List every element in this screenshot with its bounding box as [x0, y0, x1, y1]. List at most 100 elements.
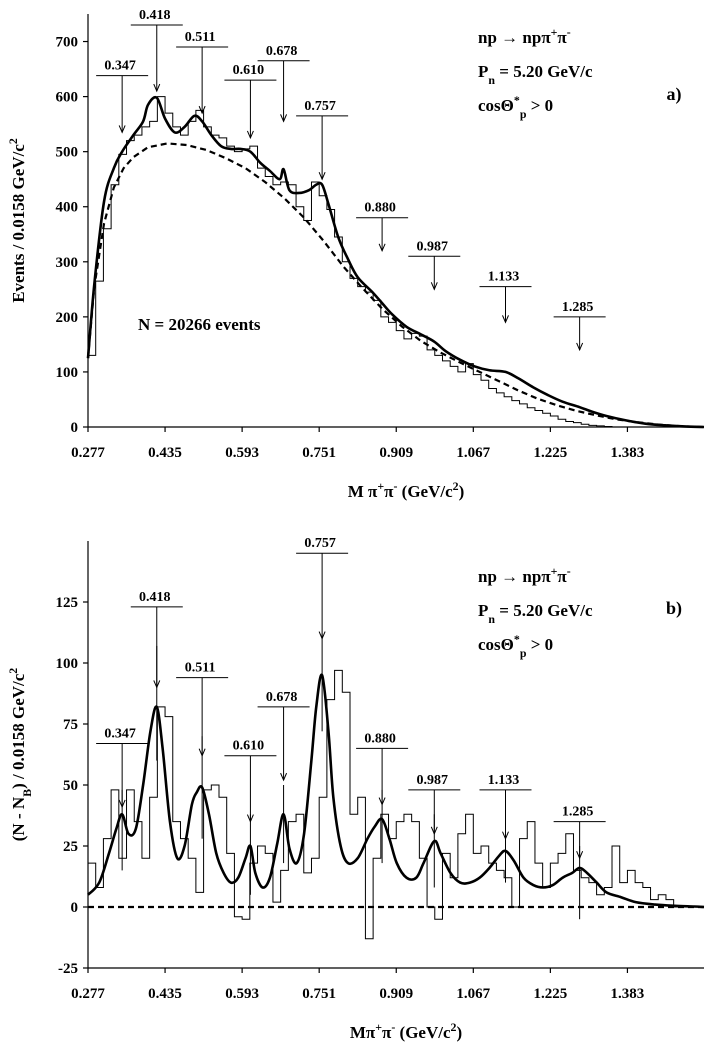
peak-label: 0.610	[233, 739, 265, 754]
x-axis-title-part: 2	[451, 1020, 457, 1034]
x-tick-label: 1.225	[533, 445, 567, 461]
reaction-annotation-part: > 0	[526, 635, 553, 654]
y-axis-title-part: Events / 0.0158 GeV/c	[9, 144, 28, 303]
y-axis-title-part: 2	[6, 668, 20, 674]
y-tick-label: 700	[56, 35, 79, 51]
reaction-annotation-part: π	[557, 567, 567, 586]
x-tick-label: 1.067	[456, 986, 490, 1002]
reaction-annotation-part: = 5.20 GeV/c	[495, 601, 593, 620]
peak-arrow-head	[430, 282, 438, 291]
y-axis-title-part: 2	[6, 138, 20, 144]
reaction-annotation-part: P	[478, 601, 488, 620]
y-tick-label: 100	[56, 365, 79, 381]
y-axis-title-part: ) / 0.0158 GeV/c	[9, 673, 28, 789]
peak-marker: 1.285	[553, 805, 606, 860]
x-axis-title-part: π	[382, 1023, 392, 1042]
reaction-annotation-part: -	[567, 564, 571, 578]
x-tick-label: 1.383	[611, 986, 645, 1002]
y-tick-label: 125	[56, 595, 79, 611]
peak-marker: 0.418	[130, 590, 183, 689]
y-tick-label: 400	[56, 200, 79, 216]
y-tick-label: 0	[71, 900, 79, 916]
y-tick-label: 25	[63, 839, 78, 855]
peak-arrow-head	[378, 797, 386, 806]
x-tick-label: 0.435	[148, 986, 182, 1002]
reaction-annotation-part: = 5.20 GeV/c	[495, 62, 593, 81]
peak-arrow-head	[576, 342, 584, 352]
x-tick-label: 0.277	[71, 986, 105, 1002]
peak-marker: 0.880	[356, 731, 409, 806]
reaction-annotation-part: p	[520, 107, 527, 121]
peak-marker: 0.418	[130, 8, 183, 93]
events-count: N = 20266 events	[138, 315, 261, 334]
x-tick-label: 0.909	[379, 445, 413, 461]
peak-arrow-head	[318, 631, 326, 640]
chart-panel-a: 0 100 200 300 400 500 600 700 0.277 0.435 0.593 0.7…	[6, 8, 705, 501]
reaction-annotation-part: π	[557, 28, 567, 47]
x-axis-title-part: +	[375, 1020, 382, 1034]
y-tick-label: 0	[71, 420, 79, 436]
x-axis-title-part: π	[384, 482, 394, 501]
x-axis-title: M π+π- (GeV/c2)	[348, 479, 465, 501]
peak-label: 0.880	[364, 731, 396, 746]
peak-marker: 0.347	[96, 59, 149, 134]
y-axis-title: Events / 0.0158 GeV/c2	[6, 138, 28, 303]
peak-label: 1.133	[488, 773, 520, 788]
background-curve	[86, 142, 705, 429]
y-tick-label: 100	[56, 656, 79, 672]
x-axis-title-part: 2	[453, 479, 459, 493]
x-axis-title-part: )	[459, 482, 465, 501]
x-tick-label: 0.593	[225, 986, 259, 1002]
y-axis-title-part: B	[20, 789, 34, 797]
reaction-annotation-part: > 0	[526, 96, 553, 115]
reaction-annotation-part: *	[514, 93, 520, 107]
peak-label: 0.511	[185, 30, 216, 45]
peak-marker: 0.757	[296, 99, 349, 181]
peak-label: 0.757	[304, 99, 336, 114]
peak-arrow-head	[246, 130, 254, 140]
peak-arrow-head	[153, 680, 161, 689]
y-tick-label: 600	[56, 90, 79, 106]
peak-arrow-head	[118, 799, 126, 809]
reaction-annotation: Pn = 5.20 GeV/c	[478, 62, 593, 87]
x-axis-title-part: Mπ	[350, 1023, 376, 1042]
x-axis-title-part: (GeV/c	[397, 482, 453, 501]
peak-arrow-head	[502, 831, 509, 840]
peak-marker: 0.511	[176, 30, 229, 115]
peak-label: 0.678	[266, 690, 298, 705]
y-tick-label: 75	[63, 717, 78, 733]
peak-marker: 0.987	[408, 239, 461, 291]
peak-label: 0.418	[139, 8, 171, 23]
peak-marker: 1.285	[553, 300, 606, 352]
reaction-annotation-part: n	[488, 73, 495, 87]
x-axis-title-part: +	[377, 479, 384, 493]
reaction-annotation-part: +	[551, 25, 558, 39]
peak-label: 1.285	[562, 300, 594, 315]
reaction-annotation: np → npπ+π-	[478, 25, 571, 47]
peak-marker: 0.987	[408, 773, 461, 836]
peak-marker: 1.133	[479, 270, 532, 324]
peak-marker: 1.133	[479, 773, 532, 840]
x-axis-title: Mπ+π- (GeV/c2)	[350, 1020, 462, 1042]
x-axis-title-part: M π	[348, 482, 378, 501]
peak-marker: 0.511	[176, 661, 229, 757]
reaction-annotation: cosΘ*p > 0	[478, 632, 553, 660]
peak-label: 0.987	[417, 773, 449, 788]
peak-arrow-head	[198, 105, 206, 115]
x-tick-label: 1.383	[611, 445, 645, 461]
x-tick-label: 0.909	[379, 986, 413, 1002]
y-axis-title: (N - NB) / 0.0158 GeV/c2	[6, 668, 34, 842]
peak-label: 0.347	[104, 727, 136, 742]
y-tick-label: 200	[56, 310, 79, 326]
x-tick-label: 0.593	[225, 445, 259, 461]
x-axis-title-part: (GeV/c	[395, 1023, 451, 1042]
peak-arrow-head	[576, 851, 584, 860]
reaction-annotation: np → npπ+π-	[478, 564, 571, 586]
reaction-annotation-part: n	[488, 612, 495, 626]
reaction-annotation-part: -	[567, 25, 571, 39]
reaction-annotation-part: np → npπ	[478, 28, 551, 47]
peak-label: 0.757	[304, 536, 336, 551]
panel-tag: a)	[667, 84, 682, 105]
peak-marker: 0.347	[96, 727, 149, 809]
reaction-annotation-part: np → npπ	[478, 567, 551, 586]
